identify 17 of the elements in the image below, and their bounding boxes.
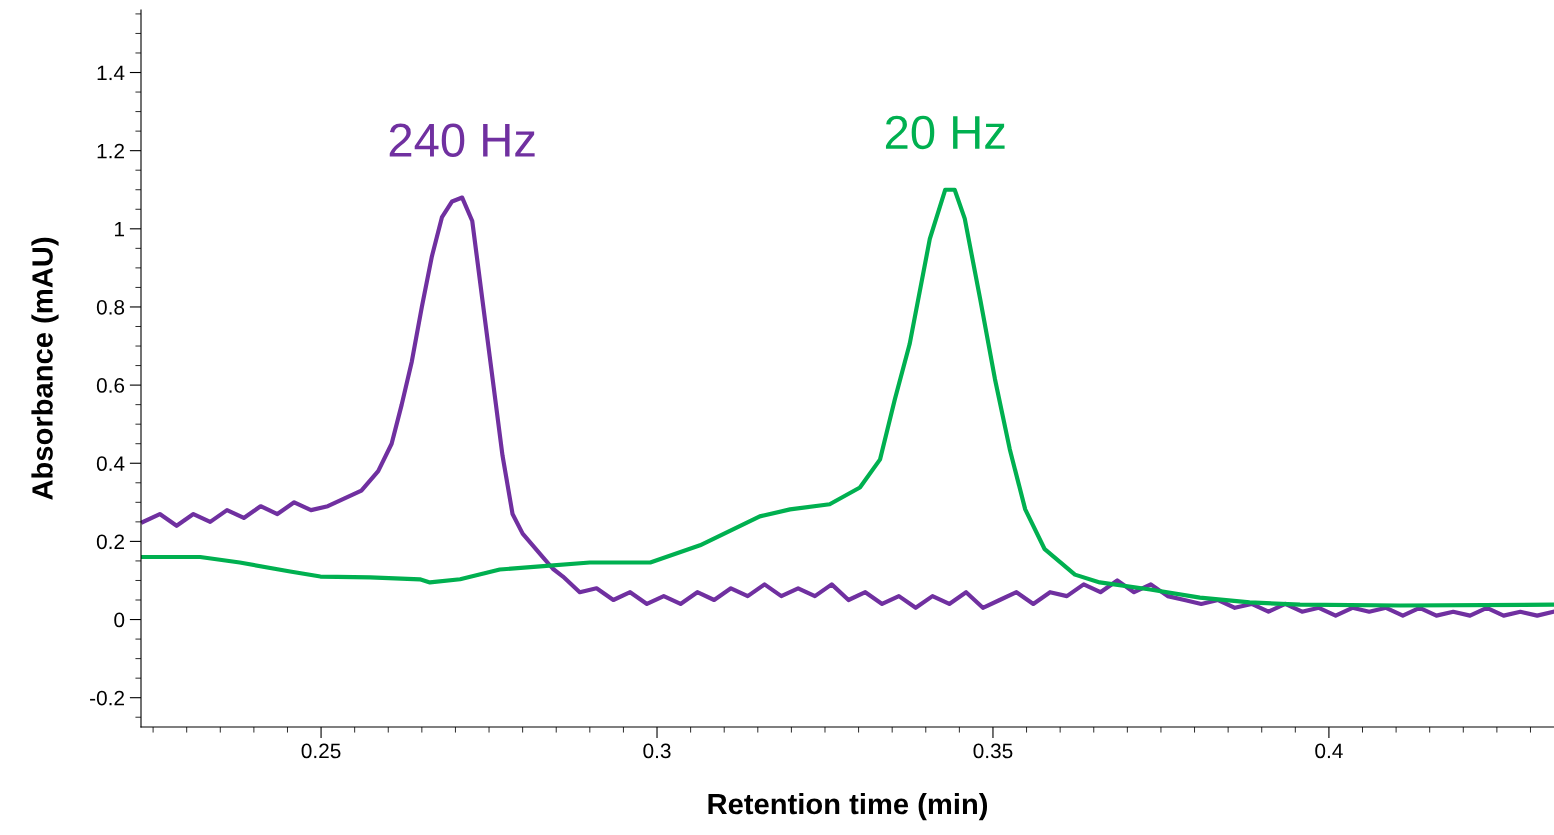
y-tick-label: 0.8 bbox=[96, 299, 125, 315]
y-tick-label: 0.2 bbox=[96, 534, 124, 550]
series-label: 20 Hz bbox=[885, 115, 1005, 150]
y-tick-label: 1 bbox=[115, 222, 125, 237]
x-axis-title: Retention time (min) bbox=[708, 792, 988, 821]
x-tick-label: 0.4 bbox=[1315, 743, 1343, 759]
x-tick-label: 0.25 bbox=[301, 743, 341, 759]
x-tick-label: 0.3 bbox=[643, 743, 671, 759]
x-tick-label: 0.35 bbox=[973, 743, 1013, 759]
series-label: 240 Hz bbox=[389, 123, 535, 157]
y-tick-label: 0 bbox=[114, 612, 125, 628]
y-tick-label: 0.6 bbox=[96, 378, 125, 393]
y-axis-title: Absorbance (mAU) bbox=[31, 237, 59, 500]
y-tick-label: 1.4 bbox=[97, 65, 125, 81]
y-tick-label: -0.2 bbox=[90, 690, 124, 706]
y-tick-label: 0.4 bbox=[96, 456, 125, 472]
y-tick-label: 1.2 bbox=[97, 143, 124, 159]
